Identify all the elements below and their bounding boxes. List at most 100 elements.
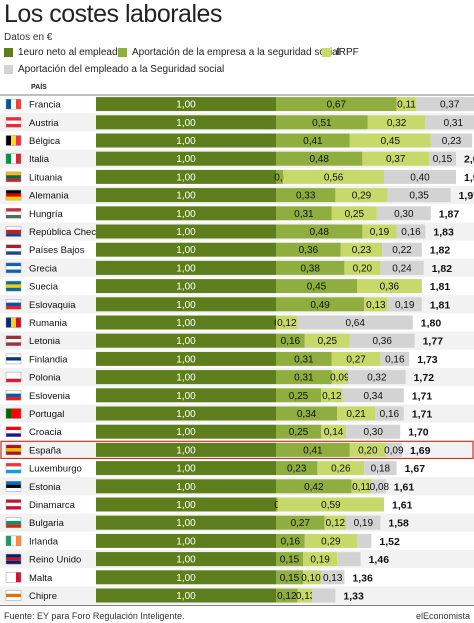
legend-item-employee: Aportación del empleado a la Seguridad s… xyxy=(4,64,224,75)
bar-employee xyxy=(380,351,410,366)
flag-stripe xyxy=(6,590,21,594)
data-label-employer: 0,25 xyxy=(289,391,309,402)
data-label-employer: 0,36 xyxy=(299,245,319,256)
flag-stripe xyxy=(6,597,21,601)
flag-icon xyxy=(5,553,22,565)
flag-stripe xyxy=(16,135,21,146)
data-label-employee: 0,37 xyxy=(440,100,460,111)
flag-stripe xyxy=(6,208,21,212)
flag-icon xyxy=(5,371,22,383)
country-label: Irlanda xyxy=(29,536,59,547)
data-label-irpf: 0,19 xyxy=(310,555,330,566)
data-label-irpf: 0,13 xyxy=(296,591,316,602)
flag-stripe xyxy=(6,560,21,565)
data-label-net: 1,00 xyxy=(176,591,196,602)
data-label-irpf: 0,12 xyxy=(322,391,342,402)
total-label: 1,81 xyxy=(430,299,451,311)
bar-net xyxy=(96,133,276,148)
total-label: 1,36 xyxy=(352,572,373,584)
bar-irpf xyxy=(364,297,388,312)
bar-employer xyxy=(276,351,332,366)
flag-stripe xyxy=(6,375,21,379)
data-label-net: 1,00 xyxy=(176,263,196,274)
country-label: Grecia xyxy=(29,263,58,274)
data-label-irpf: 0,29 xyxy=(321,536,341,547)
data-label-employer: 0,42 xyxy=(304,482,324,493)
flag-stripe xyxy=(6,572,11,583)
bar-employer xyxy=(276,224,363,239)
data-label-employer: 0,31 xyxy=(294,209,314,220)
data-label-irpf: 0,37 xyxy=(386,154,406,165)
flag-icon xyxy=(5,462,22,474)
flag-icon xyxy=(5,426,22,437)
data-label-irpf: 0,12 xyxy=(277,318,297,329)
legend-label-employer: Aportación de la empresa a la seguridad … xyxy=(132,47,340,58)
country-label: Bulgaria xyxy=(29,518,65,529)
bar-employer xyxy=(276,497,278,512)
total-label: 1,69 xyxy=(410,445,431,457)
flag-stripe xyxy=(6,378,21,383)
flag-icon xyxy=(5,517,22,528)
bar-irpf xyxy=(297,588,312,603)
data-label-employee: 0,40 xyxy=(410,172,430,183)
bar-employee xyxy=(384,169,456,184)
flag-stripe xyxy=(6,171,21,176)
data-label-net: 1,00 xyxy=(176,300,196,311)
data-label-net: 1,00 xyxy=(176,427,196,438)
data-label-net: 1,00 xyxy=(176,209,196,220)
bar-irpf xyxy=(344,260,381,275)
flag-stripe xyxy=(6,299,21,303)
data-label-net: 1,00 xyxy=(176,573,196,584)
data-label-employee: 0,15 xyxy=(433,154,453,165)
bar-employee xyxy=(348,370,406,385)
data-label-employee: 0,23 xyxy=(442,136,462,147)
flag-stripe xyxy=(6,360,21,364)
total-label: 1,99 xyxy=(464,172,474,184)
total-label: 1,82 xyxy=(432,263,453,275)
total-label: 1,73 xyxy=(417,354,438,366)
flag-stripe xyxy=(6,120,21,124)
data-label-net: 1,00 xyxy=(176,536,196,547)
bar-employer xyxy=(276,206,332,221)
country-label: España xyxy=(29,445,62,456)
source-note: Fuente: EY para Foro Regulación Intelige… xyxy=(4,611,185,621)
data-label-employee: 0,32 xyxy=(367,373,387,384)
flag-stripe xyxy=(6,353,21,358)
flag-icon xyxy=(5,499,22,510)
bar-net xyxy=(96,406,276,421)
bar-employee xyxy=(396,224,426,239)
flag-stripe xyxy=(16,317,21,328)
bar-net xyxy=(96,333,276,348)
country-label: Lituania xyxy=(29,172,63,183)
data-label-irpf: 0,19 xyxy=(370,227,390,238)
flag-stripe xyxy=(6,287,21,292)
data-label-employer: 0,16 xyxy=(281,536,301,547)
flag-icon xyxy=(5,444,22,456)
legend-item-net: 1euro neto al empleado xyxy=(4,47,123,58)
data-label-employee: 0,64 xyxy=(345,318,365,329)
data-label-employer: 0,51 xyxy=(312,118,332,129)
total-label: 1,81 xyxy=(430,281,451,293)
data-label-employer: 0,15 xyxy=(280,573,300,584)
country-label: Italia xyxy=(29,154,50,165)
flag-stripe xyxy=(6,502,21,507)
flag-stripe xyxy=(6,372,21,376)
flag-icon xyxy=(5,353,22,365)
data-label-employee: 0,36 xyxy=(372,336,392,347)
flag-stripe xyxy=(6,117,21,121)
bar-employer xyxy=(276,533,305,548)
data-label-employee: 0,16 xyxy=(401,227,421,238)
country-label: Francia xyxy=(29,100,61,111)
data-label-employer: 0,16 xyxy=(281,336,301,347)
bar-employer xyxy=(276,406,338,421)
bar-net xyxy=(96,260,276,275)
total-label: 1,80 xyxy=(421,318,442,330)
flag-stripe xyxy=(6,123,21,128)
data-label-irpf: 0,29 xyxy=(352,191,372,202)
bar-employee xyxy=(321,570,345,585)
bar-irpf xyxy=(321,424,347,439)
flag-stripe xyxy=(11,153,16,164)
bar-irpf xyxy=(331,351,381,366)
bar-employee xyxy=(425,115,474,130)
data-label-employer: 0,27 xyxy=(291,518,311,529)
